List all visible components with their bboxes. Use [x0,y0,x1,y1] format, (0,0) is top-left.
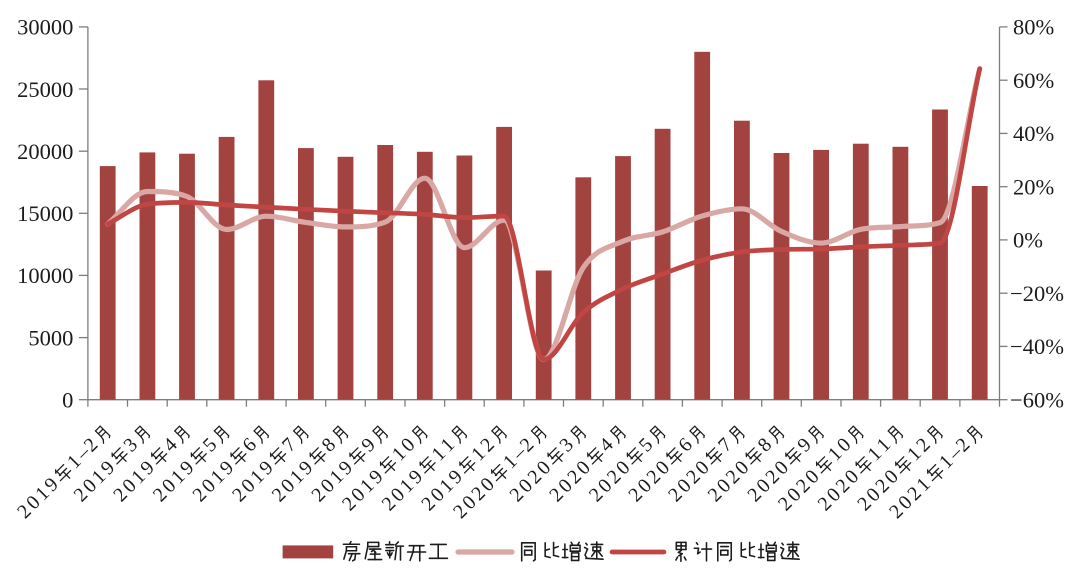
svg-text:40%: 40% [1013,121,1054,146]
svg-text:−40%: −40% [1010,334,1064,359]
svg-text:20000: 20000 [17,139,73,164]
svg-text:60%: 60% [1013,68,1054,93]
svg-text:20%: 20% [1013,174,1054,199]
svg-text:25000: 25000 [17,77,73,102]
svg-text:30000: 30000 [17,15,73,40]
svg-text:0%: 0% [1013,228,1043,253]
svg-text:0: 0 [62,388,73,413]
svg-text:10000: 10000 [17,263,73,288]
svg-text:15000: 15000 [17,201,73,226]
svg-text:80%: 80% [1013,15,1054,40]
svg-text:−60%: −60% [1010,388,1064,413]
svg-text:5000: 5000 [28,325,73,350]
svg-text:−20%: −20% [1010,281,1064,306]
